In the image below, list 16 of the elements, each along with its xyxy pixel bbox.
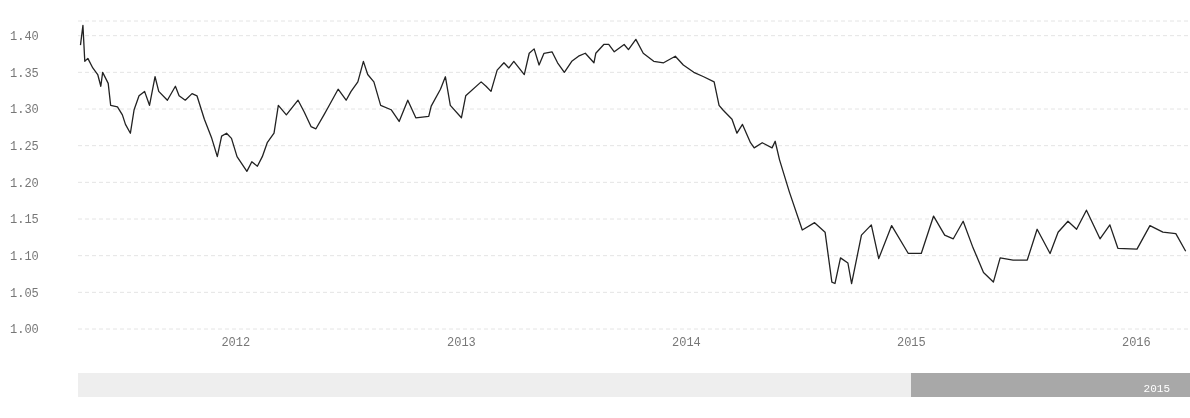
y-tick-label: 1.30 — [10, 103, 39, 118]
y-tick-label: 1.20 — [10, 176, 39, 191]
y-tick-label: 1.05 — [10, 286, 39, 301]
y-tick-label: 1.15 — [10, 213, 39, 228]
y-tick-label: 1.00 — [10, 323, 39, 338]
x-tick-label: 2015 — [896, 335, 926, 350]
x-tick-label: 2014 — [671, 335, 701, 350]
line-series — [79, 24, 1187, 285]
x-tick-label: 2016 — [1121, 335, 1151, 350]
y-tick-label: 1.35 — [10, 66, 39, 81]
x-tick-label: 2012 — [221, 335, 251, 350]
y-tick-label: 1.40 — [10, 29, 39, 44]
y-tick-label: 1.10 — [10, 249, 39, 264]
text: 2015 — [1143, 383, 1170, 395]
y-tick-label: 1.25 — [10, 139, 39, 154]
x-tick-label: 2013 — [447, 335, 476, 350]
